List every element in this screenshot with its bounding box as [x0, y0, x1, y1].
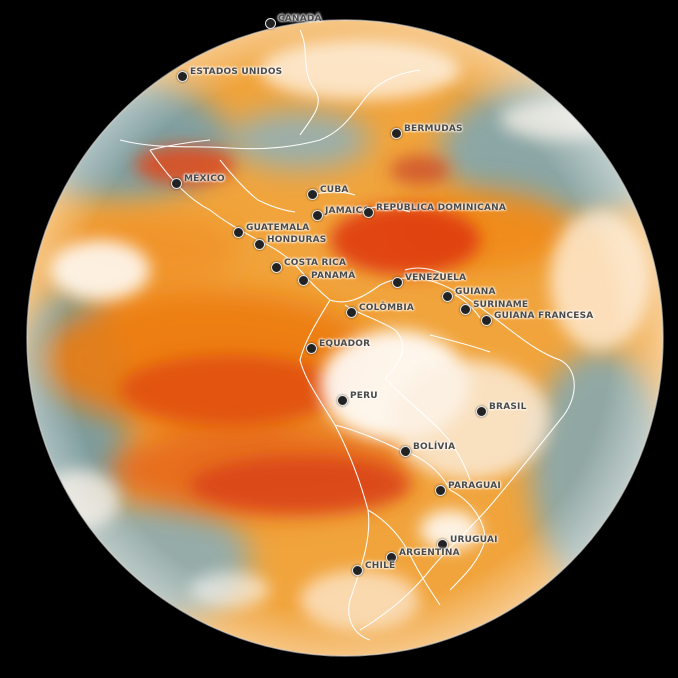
marker-republica-dominicana[interactable]: REPÚBLICA DOMINICANA: [363, 203, 506, 218]
country-label: REPÚBLICA DOMINICANA: [376, 203, 507, 213]
marker-suriname[interactable]: SURINAME: [460, 300, 528, 315]
marker-peru[interactable]: PERU: [337, 391, 378, 406]
country-label: EQUADOR: [319, 339, 371, 349]
country-label: ARGENTINA: [399, 548, 460, 558]
marker-dot-icon: [171, 178, 182, 189]
country-label: JAMAICA: [325, 206, 370, 216]
country-label: BERMUDAS: [404, 124, 463, 134]
marker-dot-icon: [437, 539, 448, 550]
marker-dot-icon: [400, 446, 411, 457]
marker-honduras[interactable]: HONDURAS: [254, 235, 326, 250]
country-label: GUATEMALA: [246, 223, 310, 233]
country-label: VENEZUELA: [405, 273, 467, 283]
marker-dot-icon: [442, 291, 453, 302]
marker-dot-icon: [386, 552, 397, 563]
marker-dot-icon: [298, 275, 309, 286]
marker-uruguai[interactable]: URUGUAI: [437, 535, 498, 550]
country-label: MÉXICO: [184, 174, 225, 184]
marker-dot-icon: [460, 304, 471, 315]
country-label: COSTA RICA: [284, 258, 347, 268]
marker-mexico[interactable]: MÉXICO: [171, 174, 225, 189]
marker-colombia[interactable]: COLÔMBIA: [346, 303, 414, 318]
country-label: PARAGUAI: [448, 481, 501, 491]
country-label: CUBA: [320, 185, 349, 195]
marker-dot-icon: [346, 307, 357, 318]
marker-cuba[interactable]: CUBA: [307, 185, 349, 200]
country-label: COLÔMBIA: [359, 303, 415, 313]
marker-dot-icon: [337, 395, 348, 406]
marker-dot-icon: [435, 485, 446, 496]
country-label: CANADÁ: [278, 14, 322, 24]
country-label: CHILE: [365, 561, 396, 571]
marker-dot-icon: [265, 18, 276, 29]
country-label: BRASIL: [489, 402, 527, 412]
marker-guiana[interactable]: GUIANA: [442, 287, 496, 302]
marker-dot-icon: [307, 189, 318, 200]
country-label: SURINAME: [473, 300, 529, 310]
marker-dot-icon: [312, 210, 323, 221]
marker-venezuela[interactable]: VENEZUELA: [392, 273, 466, 288]
country-label: HONDURAS: [267, 235, 327, 245]
marker-bermudas[interactable]: BERMUDAS: [391, 124, 463, 139]
marker-dot-icon: [392, 277, 403, 288]
country-label: ESTADOS UNIDOS: [190, 67, 283, 77]
marker-bolivia[interactable]: BOLÍVIA: [400, 442, 455, 457]
marker-dot-icon: [177, 71, 188, 82]
marker-costa-rica[interactable]: COSTA RICA: [271, 258, 346, 273]
country-label: GUIANA: [455, 287, 496, 297]
marker-chile[interactable]: CHILE: [352, 561, 395, 576]
marker-dot-icon: [271, 262, 282, 273]
marker-paraguai[interactable]: PARAGUAI: [435, 481, 501, 496]
marker-estados-unidos[interactable]: ESTADOS UNIDOS: [177, 67, 282, 82]
marker-argentina[interactable]: ARGENTINA: [386, 548, 460, 563]
marker-jamaica[interactable]: JAMAICA: [312, 206, 370, 221]
marker-dot-icon: [233, 227, 244, 238]
marker-guatemala[interactable]: GUATEMALA: [233, 223, 309, 238]
country-label: PANAMÁ: [311, 271, 356, 281]
marker-dot-icon: [481, 315, 492, 326]
marker-dot-icon: [363, 207, 374, 218]
marker-panama[interactable]: PANAMÁ: [298, 271, 355, 286]
marker-dot-icon: [306, 343, 317, 354]
marker-brasil[interactable]: BRASIL: [476, 402, 527, 417]
marker-guiana-francesa[interactable]: GUIANA FRANCESA: [481, 311, 593, 326]
marker-canada[interactable]: CANADÁ: [265, 14, 322, 29]
marker-dot-icon: [391, 128, 402, 139]
marker-dot-icon: [476, 406, 487, 417]
marker-equador[interactable]: EQUADOR: [306, 339, 370, 354]
country-label: URUGUAI: [450, 535, 498, 545]
country-label: PERU: [350, 391, 378, 401]
country-label: GUIANA FRANCESA: [494, 311, 594, 321]
marker-dot-icon: [352, 565, 363, 576]
country-label: BOLÍVIA: [413, 442, 456, 452]
marker-dot-icon: [254, 239, 265, 250]
